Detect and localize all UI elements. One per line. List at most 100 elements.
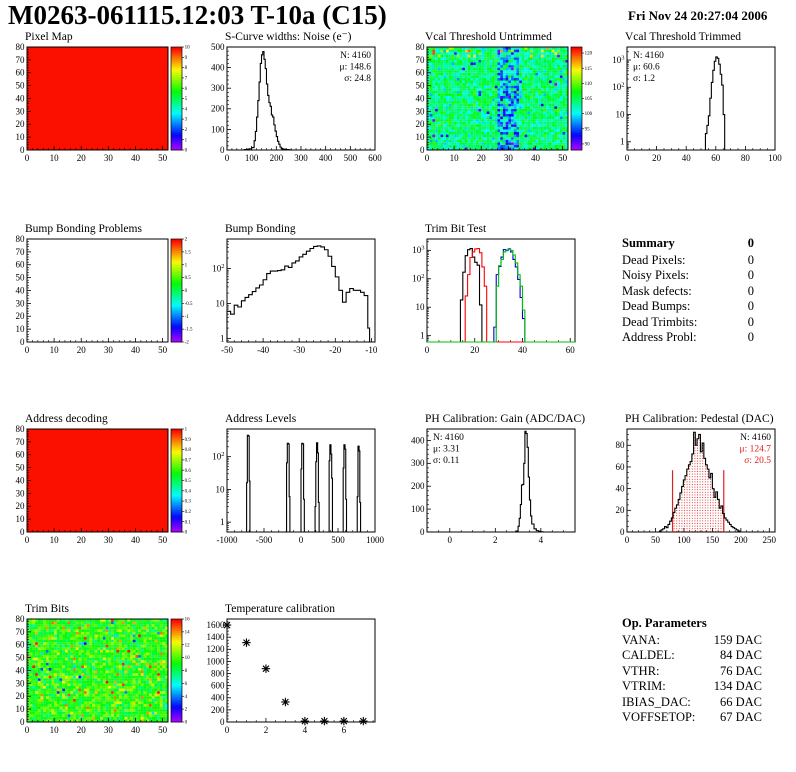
svg-text:100: 100	[768, 153, 782, 163]
svg-text:2: 2	[185, 238, 188, 243]
svg-text:20: 20	[16, 501, 26, 511]
svg-text:95: 95	[585, 127, 591, 132]
svg-text:70: 70	[416, 55, 426, 65]
svg-text:40: 40	[16, 475, 26, 485]
svg-text:-0.5: -0.5	[185, 302, 193, 307]
svg-text:80: 80	[416, 42, 426, 52]
svg-text:40: 40	[16, 93, 26, 103]
svg-text:20: 20	[77, 535, 87, 545]
svg-text:μ: 3.31: μ: 3.31	[433, 445, 460, 455]
svg-text:103: 103	[612, 54, 624, 65]
svg-text:1: 1	[220, 333, 225, 343]
svg-text:50: 50	[158, 535, 168, 545]
bump-problems-chart: 0 10 20 30 40 5001020304050607080-2-1.5-1-0.5…	[16, 234, 194, 355]
address-decoding-chart: 0 10 20 30 40 50 0 10 20 30 40 50 60 70 80 0 0.1 0.2 0.3 0.…	[16, 424, 192, 545]
svg-text:250: 250	[763, 535, 777, 545]
svg-text:100: 100	[245, 153, 259, 163]
svg-text:90: 90	[585, 143, 591, 148]
chart-title: S-Curve widths: Noise (e⁻)	[225, 31, 352, 43]
chart-title: Bump Bonding Problems	[25, 223, 142, 235]
svg-text:100: 100	[411, 504, 425, 514]
svg-text:4: 4	[185, 107, 188, 112]
param-row: VOFFSETOP: 67 DAC	[622, 710, 762, 724]
param-row: VTHR: 76 DAC	[622, 663, 762, 678]
svg-text:0: 0	[625, 535, 630, 545]
panel-ph-pedestal: PH Calibration: Pedestal (DAC) 0 50 100 150…	[600, 412, 796, 582]
svg-text:2: 2	[185, 128, 188, 133]
svg-text:10: 10	[616, 109, 626, 119]
svg-text:40: 40	[531, 153, 541, 163]
svg-text:500: 500	[211, 42, 225, 52]
svg-text:120: 120	[585, 52, 593, 57]
svg-text:σ: 24.8: σ: 24.8	[344, 74, 371, 84]
param-row: Dead Trimbits: 0	[622, 314, 754, 329]
svg-text:80: 80	[16, 42, 26, 52]
svg-text:200: 200	[211, 104, 225, 114]
svg-text:400: 400	[319, 153, 333, 163]
svg-text:0: 0	[25, 535, 30, 545]
ph-gain-chart: 0 2 4 0 100 200 300 400 N: 4160 μ: 3.31σ: 0.11	[411, 428, 576, 545]
svg-text:10: 10	[50, 345, 60, 355]
trim-bits-chart: 0 10 20 30 40 5001020304050607080024681012141…	[16, 614, 191, 735]
svg-text:30: 30	[104, 345, 114, 355]
svg-text:20: 20	[470, 345, 480, 355]
svg-text:102: 102	[612, 82, 624, 93]
svg-text:100: 100	[585, 112, 593, 117]
svg-text:N: 4160: N: 4160	[340, 51, 371, 61]
svg-text:0: 0	[448, 535, 453, 545]
chart-title: PH Calibration: Gain (ADC/DAC)	[425, 413, 586, 425]
panel-bump-bonding: Bump Bonding -50 -40 -30 -20 -10 1 10 102	[200, 222, 399, 392]
svg-text:μ: 148.6: μ: 148.6	[340, 63, 372, 73]
svg-text:400: 400	[411, 435, 425, 445]
svg-text:20: 20	[477, 153, 487, 163]
svg-text:10: 10	[16, 132, 26, 142]
svg-text:μ: 60.6: μ: 60.6	[633, 63, 660, 73]
panel-temp-calibration: Temperature calibration 0 2 4 6 0 200 400 600 80…	[200, 602, 399, 772]
panel-vcal-untrimmed: Vcal Threshold Untrimmed 0 10 20 30 40 50 0 10 2…	[400, 30, 599, 200]
svg-text:600: 600	[368, 153, 382, 163]
chart-title: Trim Bits	[25, 603, 70, 615]
svg-text:60: 60	[616, 462, 626, 472]
svg-text:1: 1	[185, 428, 188, 433]
svg-text:0.3: 0.3	[185, 500, 192, 505]
svg-text:0: 0	[20, 527, 25, 537]
svg-text:0.7: 0.7	[185, 459, 192, 464]
svg-text:N: 4160: N: 4160	[633, 51, 664, 61]
svg-text:0.5: 0.5	[185, 276, 192, 281]
svg-text:115: 115	[585, 67, 593, 72]
svg-text:9: 9	[185, 56, 188, 61]
svg-text:-2: -2	[185, 341, 190, 346]
svg-text:-1.5: -1.5	[185, 328, 193, 333]
svg-text:0: 0	[620, 527, 625, 537]
svg-text:70: 70	[16, 437, 26, 447]
svg-text:20: 20	[416, 119, 426, 129]
svg-text:0: 0	[625, 153, 630, 163]
svg-text:20: 20	[616, 505, 626, 515]
svg-text:0: 0	[420, 145, 425, 155]
svg-text:40: 40	[131, 153, 141, 163]
svg-text:1000: 1000	[366, 535, 385, 545]
svg-text:1: 1	[620, 137, 625, 147]
svg-text:0: 0	[220, 145, 225, 155]
panel-pixel-map: Pixel Map 0 10 20 30 40 50 0 10 20 30 40 50 60 70 80 0 1…	[0, 30, 199, 200]
panel-trim-bits: Trim Bits 0 10 20 30 40 50 0 10 20 30 40 50 60 70 80 0 2…	[0, 602, 199, 772]
svg-text:50: 50	[16, 81, 26, 91]
panel-address-levels: Address Levels -1000 -500 0 500 1000 1 10 102	[200, 412, 399, 582]
svg-text:0: 0	[299, 535, 304, 545]
svg-text:400: 400	[211, 62, 225, 72]
svg-text:1: 1	[185, 263, 188, 268]
pixel-map-chart: 0 10 20 30 40 50 0 10 20 30 40 50 60 70 80 0 1 2 3 4 5 6 7 8 9 10	[16, 42, 191, 163]
chart-title: Trim Bit Test	[425, 223, 487, 235]
svg-text:30: 30	[16, 298, 26, 308]
param-row: Dead Pixels: 0	[622, 252, 754, 267]
svg-text:30: 30	[504, 153, 513, 163]
svg-text:80: 80	[16, 424, 26, 434]
svg-text:40: 40	[682, 153, 692, 163]
svg-text:σ: 1.2: σ: 1.2	[633, 74, 655, 84]
svg-text:200: 200	[270, 153, 284, 163]
svg-text:5: 5	[185, 97, 188, 102]
svg-text:0: 0	[25, 345, 30, 355]
svg-text:300: 300	[411, 458, 425, 468]
svg-text:300: 300	[211, 83, 225, 93]
